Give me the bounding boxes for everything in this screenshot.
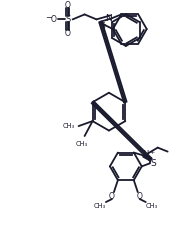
Text: S: S: [65, 15, 70, 24]
Text: −: −: [45, 13, 52, 22]
Text: CH₃: CH₃: [76, 141, 88, 147]
Text: N: N: [105, 14, 112, 23]
Text: O: O: [137, 192, 143, 201]
Text: O: O: [65, 1, 70, 10]
Text: CH₃: CH₃: [94, 203, 106, 209]
Text: O: O: [109, 192, 115, 201]
Text: O: O: [65, 29, 70, 38]
Text: S: S: [151, 159, 157, 168]
Text: O: O: [51, 15, 57, 24]
Text: CH₃: CH₃: [146, 203, 158, 209]
Text: S: S: [99, 22, 105, 31]
Text: CH₃: CH₃: [63, 123, 75, 129]
Text: N: N: [143, 150, 149, 159]
Text: +: +: [149, 150, 154, 155]
